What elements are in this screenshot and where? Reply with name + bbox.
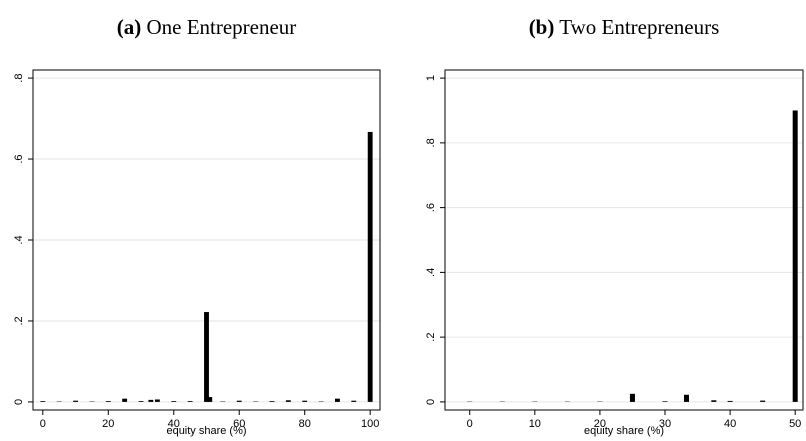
x-tick-label: 100 [361,418,379,430]
y-tick-label: .2 [13,316,25,325]
title-text: One Entrepreneur [146,15,296,39]
y-tick-label: .6 [425,203,437,212]
bar [154,399,160,402]
bar [760,400,766,402]
x-tick-label: 30 [659,418,671,430]
bar [662,401,668,402]
x-tick-label: 40 [724,418,736,430]
x-tick-label: 80 [299,418,311,430]
bar [683,394,689,402]
y-tick-label: .4 [425,268,437,277]
bar [629,393,635,402]
x-tick-label: 0 [40,418,46,430]
bar [73,400,78,402]
plot-frame [444,69,804,411]
bar [236,400,242,402]
bar [138,401,144,402]
y-tick-label: 0 [425,399,437,405]
bar [351,400,357,402]
x-tick-label: 40 [168,418,180,430]
bar [269,401,275,402]
x-tick-label: 0 [467,418,473,430]
y-tick-label: .6 [13,154,25,163]
x-tick-label: 10 [529,418,541,430]
bar [148,399,154,402]
x-axis-label: equity share (%) [166,425,246,437]
bar [711,400,717,402]
y-tick-label: 0 [13,399,25,405]
y-tick-label: .8 [13,74,25,83]
bar [40,401,46,402]
panel-label: (a) [117,15,142,39]
bar [204,312,209,402]
bar [285,400,291,402]
bar [122,398,128,402]
x-tick-label: 20 [594,418,606,430]
bar [335,398,340,402]
y-tick-label: .4 [13,235,25,244]
chart-title: (a) One Entrepreneur [117,15,297,39]
y-tick-label: .2 [425,333,437,342]
bar [207,397,213,402]
chart-title: (b) Two Entrepreneurs [529,15,720,39]
bar [727,400,733,402]
x-axis-label: equity share (%) [584,425,664,437]
bar [792,110,798,402]
bar [302,400,308,402]
y-tick-label: .8 [425,138,437,147]
title-text: Two Entrepreneurs [559,15,719,39]
bar [187,401,193,402]
x-tick-label: 60 [233,418,245,430]
bar [367,131,373,402]
x-tick-label: 20 [102,418,114,430]
plot-frame [32,69,381,411]
y-tick-label: 1 [425,75,437,81]
bar [105,401,111,402]
panel-label: (b) [529,15,555,39]
x-tick-label: 50 [789,418,801,430]
bar [171,401,177,402]
